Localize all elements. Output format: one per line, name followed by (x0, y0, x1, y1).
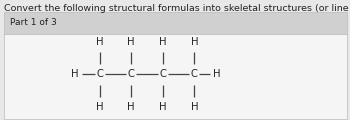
Text: C: C (191, 69, 198, 79)
Text: H: H (96, 102, 104, 112)
Text: H: H (190, 102, 198, 112)
Text: C: C (128, 69, 135, 79)
Text: H: H (127, 37, 135, 47)
Text: C: C (96, 69, 103, 79)
Text: Part 1 of 3: Part 1 of 3 (10, 18, 57, 27)
FancyBboxPatch shape (4, 12, 346, 34)
Text: C: C (159, 69, 166, 79)
Text: H: H (96, 37, 104, 47)
FancyBboxPatch shape (4, 34, 346, 119)
Text: H: H (159, 102, 167, 112)
Text: H: H (71, 69, 79, 79)
Text: H: H (159, 37, 167, 47)
Text: Convert the following structural formulas into skeletal structures (or line form: Convert the following structural formula… (4, 4, 350, 13)
Text: H: H (190, 37, 198, 47)
Text: H: H (127, 102, 135, 112)
Text: H: H (212, 69, 220, 79)
